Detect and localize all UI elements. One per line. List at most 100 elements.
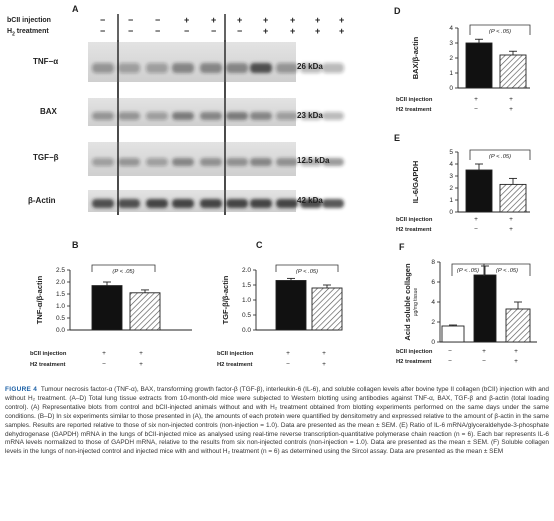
condition-sign: −: [237, 26, 242, 36]
significance-label: (P < .05): [496, 268, 518, 274]
blot-band: [92, 63, 114, 73]
blot-band: [118, 112, 140, 120]
row-sign: +: [139, 361, 143, 368]
condition-sign: −: [211, 26, 216, 36]
significance-label: (P < .05): [489, 154, 511, 160]
y-tick-label: 1: [449, 197, 453, 204]
bar: [465, 169, 493, 213]
blot-band: [92, 199, 114, 208]
blot-band: [118, 199, 140, 208]
significance-label: (P < .05): [489, 29, 511, 35]
blot-band: [300, 63, 322, 73]
y-tick-label: 0.5: [56, 315, 65, 322]
y-tick-label: 4: [449, 161, 453, 168]
blot-band: [276, 199, 298, 208]
panel-a-letter: A: [72, 4, 79, 14]
row-sign: +: [139, 350, 143, 357]
row-sign: +: [102, 350, 106, 357]
y-tick-label: 1.0: [56, 303, 65, 310]
chart-panel-b: B 0.0 0.5 1.0 1.5 2.0 2.5 TNF-α/β-actin (P < .05…: [30, 240, 192, 368]
y-tick-label: 3: [449, 40, 453, 47]
blot-label-tnf: TNF−α: [33, 57, 59, 66]
bar: [275, 280, 307, 331]
y-axis-label: BAX/β-actin: [411, 36, 420, 79]
blot-band: [250, 158, 272, 166]
row-sign: +: [474, 216, 478, 223]
bar: [473, 274, 497, 343]
y-tick-label: 0: [449, 85, 453, 92]
y-tick-label: 1.5: [56, 291, 65, 298]
blot-band: [226, 158, 248, 166]
row-label-h2: H2 treatment: [396, 107, 432, 113]
row-sign: −: [102, 361, 106, 368]
significance-label: (P < .05): [112, 269, 134, 275]
y-tick-label: 2: [449, 185, 453, 192]
blot-strips: [88, 14, 344, 215]
y-tick-label: 2.0: [56, 279, 65, 286]
y-tick-label: 3: [449, 173, 453, 180]
condition-sign: −: [100, 15, 105, 25]
blot-band: [172, 199, 194, 208]
significance-label: (P < .05): [296, 269, 318, 275]
condition-sign: −: [155, 26, 160, 36]
blot-band: [118, 158, 140, 166]
row-label-h2: H2 treatment: [396, 359, 432, 365]
condition-sign: −: [184, 26, 189, 36]
row-sign: +: [322, 350, 326, 357]
y-tick-label: 0: [431, 339, 435, 346]
blot-band: [226, 63, 248, 73]
caption-label: FIGURE 4: [5, 386, 38, 393]
blot-band: [300, 158, 322, 166]
blot-band: [146, 158, 168, 166]
row-sign: −: [474, 106, 478, 113]
condition-sign: +: [290, 26, 295, 36]
blot-band: [172, 112, 194, 120]
row-sign: −: [448, 348, 452, 355]
row-label-h2: H2 treatment: [396, 227, 432, 233]
blot-band: [300, 199, 322, 208]
blot-band: [226, 112, 248, 120]
row-label-bcii: bCII injection: [396, 97, 433, 103]
condition-sign-rows: − − − + + + + + + +− − − − − − + + + +: [100, 15, 344, 36]
chart-panel-f: F 0 2 4 6 8 Acid soluble collagen μg/mg tissue (…: [396, 242, 537, 365]
blot-band: [250, 199, 272, 208]
bar: [505, 308, 531, 343]
panel-letter: F: [399, 242, 405, 252]
y-tick-label: 0: [449, 209, 453, 216]
bar: [499, 54, 527, 89]
blot-band: [226, 199, 248, 208]
bar-charts: B 0.0 0.5 1.0 1.5 2.0 2.5 TNF-α/β-actin (P < .05…: [30, 6, 537, 368]
blot-band: [200, 158, 222, 166]
row-sign: −: [482, 358, 486, 365]
row-sign: +: [482, 348, 486, 355]
kda-actin: 42 kDa: [297, 196, 323, 205]
blot-band: [276, 158, 298, 166]
condition-sign: −: [128, 26, 133, 36]
y-tick-label: 1: [449, 70, 453, 77]
significance-bracket: [483, 263, 531, 276]
panel-letter: E: [394, 133, 400, 143]
y-tick-label: 2.5: [56, 267, 65, 274]
significance-bracket: [469, 149, 531, 160]
y-axis-label: TNF-α/β-actin: [35, 275, 44, 324]
blot-band: [322, 63, 344, 73]
blot-band: [172, 158, 194, 166]
condition-sign: +: [315, 15, 320, 25]
bar: [465, 42, 493, 89]
y-tick-label: 0.5: [242, 312, 251, 319]
blot-band: [276, 112, 298, 120]
bar: [441, 325, 465, 343]
blot-strip: [88, 42, 296, 82]
y-tick-label: 1.0: [242, 297, 251, 304]
significance-bracket: [91, 264, 156, 272]
condition-sign: +: [184, 15, 189, 25]
condition-sign: −: [100, 26, 105, 36]
kda-tgf: 12.5 kDa: [297, 156, 330, 165]
chart-panel-c: C 0.0 0.5 1.0 1.5 2.0 TGF-β/β-actin (P < .05) bC…: [217, 240, 343, 368]
condition-sign: −: [128, 15, 133, 25]
significance-label: (P < .05): [457, 268, 479, 274]
condition-sign: −: [155, 15, 160, 25]
row-sign: +: [509, 216, 513, 223]
significance-bracket: [469, 24, 531, 35]
y-tick-label: 2: [449, 55, 453, 62]
